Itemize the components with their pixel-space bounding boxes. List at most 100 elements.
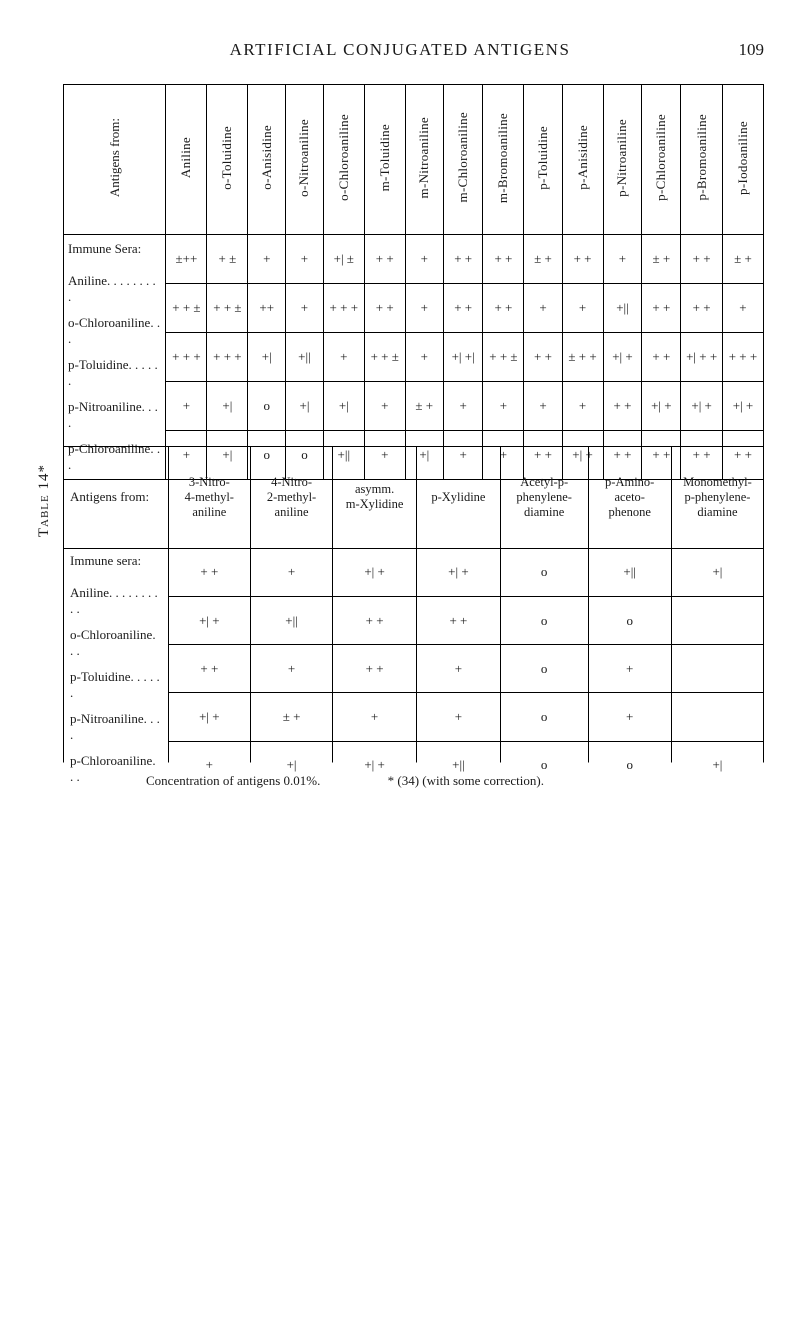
footnote-citation: * (34) (with some correction).	[388, 773, 544, 788]
table-2-cell: +| +	[168, 693, 250, 741]
table-1-col-header: p-Chloroaniline	[642, 85, 681, 235]
table-2-cell: + +	[168, 645, 250, 693]
table-1-col-header: p-Nitroaniline	[603, 85, 642, 235]
table-2-cell	[671, 597, 763, 645]
table-2-col-header: 4-Nitro-2-methyl-aniline	[250, 447, 332, 549]
table-1-cell: +| +	[722, 382, 763, 431]
table-1-data-row: ++|o+|+|+± ++++++ ++| ++| ++| +	[64, 382, 764, 431]
table-2-cell	[671, 693, 763, 741]
table-1-cell: +| +	[681, 382, 723, 431]
table-1-col-header-label: p-Anisidine	[575, 125, 591, 190]
table-1-cell: + +	[364, 235, 405, 284]
table-1-sera-heading-text: Immune Sera:	[68, 241, 161, 257]
table-1-col-header-label: Aniline	[178, 137, 194, 178]
table-2-corner-label: Antigens from:	[70, 489, 149, 504]
table-1-col-header-label: m-Nitroaniline	[416, 117, 432, 198]
table-1-col-header-label: p-Bromoaniline	[694, 114, 710, 201]
table-1-col-header: o-Anisidine	[248, 85, 286, 235]
table-1-cell: +	[286, 235, 324, 284]
table-1-sera-row: Immune Sera:Aniline. . . . . . . . .o-Ch…	[64, 235, 764, 284]
table-1-cell: +	[405, 284, 443, 333]
table-1-cell: +||	[603, 284, 642, 333]
table-2-row-label: p-Nitroaniline. . . .	[70, 711, 162, 743]
table-1: Antigens from: Aniline o-Toluidine o-Anisi…	[63, 84, 764, 447]
table-2-cell: o	[500, 693, 588, 741]
table-1-cell: + +	[483, 284, 524, 333]
table-1-col-header: o-Toluidine	[207, 85, 248, 235]
table-1-col-header: p-Toluidine	[524, 85, 562, 235]
table-1-cell: o	[248, 382, 286, 431]
table-1-cell: + + +	[323, 284, 364, 333]
table-1-col-header: m-Toluidine	[364, 85, 405, 235]
table-2-row-label: Aniline. . . . . . . . . .	[70, 585, 162, 617]
table-1-cell: ± +	[524, 235, 562, 284]
table-area: Table 14* Antigens from: Aniline o-Toluid…	[36, 84, 764, 751]
table-1-corner-label: Antigens from:	[107, 118, 123, 197]
table-1-col-header: Aniline	[166, 85, 207, 235]
tables-stack: Antigens from: Aniline o-Toluidine o-Anisi…	[63, 84, 764, 751]
table-1-col-header-label: p-Iodoaniline	[735, 121, 751, 195]
table-1-cell: + +	[642, 333, 681, 382]
table-1-cell: + +	[562, 235, 603, 284]
table-1-cell: +	[562, 284, 603, 333]
table-1-col-header-label: m-Bromoaniline	[495, 113, 511, 203]
table-2-cell: +| +	[168, 597, 250, 645]
table-1-cell: +	[248, 235, 286, 284]
table-1-cell: +	[524, 284, 562, 333]
table-1-col-header-label: p-Toluidine	[535, 126, 551, 190]
table-2-cell: +| +	[417, 548, 501, 596]
table-1-cell: +|	[323, 382, 364, 431]
table-1-cell: + +	[681, 235, 723, 284]
footnote-text: Concentration of antigens 0.01%.	[146, 773, 320, 788]
table-1-cell: +|	[207, 382, 248, 431]
table-1-cell: + + +	[166, 333, 207, 382]
table-2-cell: +||	[250, 597, 332, 645]
table-2-sera-row: Immune sera:Aniline. . . . . . . . . .o-…	[64, 548, 764, 596]
table-1-cell: +| +|	[443, 333, 483, 382]
table-1-header-row: Antigens from: Aniline o-Toluidine o-Anisi…	[64, 85, 764, 235]
table-2-cell: +|	[671, 548, 763, 596]
table-1-col-header: o-Chloroaniline	[323, 85, 364, 235]
table-2-col-header: Monomethyl-p-phenylene-diamine	[671, 447, 763, 549]
table-1-col-header-label: o-Toluidine	[219, 126, 235, 190]
table-2-cell: +| +	[333, 548, 417, 596]
table-2-cell: o	[500, 548, 588, 596]
table-1-cell: + +	[681, 284, 723, 333]
table-2-cell: + +	[168, 548, 250, 596]
table-1-col-header: m-Chloroaniline	[443, 85, 483, 235]
table-1-cell: +	[603, 235, 642, 284]
table-1-cell: +	[405, 333, 443, 382]
table-2: Antigens from: 3-Nitro-4-methyl-aniline4…	[63, 446, 764, 751]
table-1-cell: + ±	[207, 235, 248, 284]
table-2-sera-heading-text: Immune sera:	[70, 553, 162, 569]
table-1-col-header-label: o-Anisidine	[259, 125, 275, 190]
running-head: ARTIFICIAL CONJUGATED ANTIGENS 109	[36, 40, 764, 60]
table-2-cell: o	[500, 645, 588, 693]
table-2-cell: +	[250, 645, 332, 693]
table-caption-side: Table 14*	[36, 464, 53, 537]
table-2-col-header: p-Amino-aceto-phenone	[588, 447, 671, 549]
table-1-cell: +	[166, 382, 207, 431]
table-1-cell: +	[443, 382, 483, 431]
table-1-row-label: p-Toluidine. . . . . .	[68, 357, 161, 389]
table-1-cell: + +	[524, 333, 562, 382]
table-1-cell: + +	[642, 284, 681, 333]
table-1-cell: ± + +	[562, 333, 603, 382]
table-1-cell: + +	[443, 284, 483, 333]
table-2-data-row: + +++ ++o+	[64, 645, 764, 693]
table-2-cell: o	[588, 597, 671, 645]
table-1-cell: ++	[248, 284, 286, 333]
table-1-col-header: m-Bromoaniline	[483, 85, 524, 235]
table-1-col-header-label: m-Chloroaniline	[455, 112, 471, 202]
table-1-cell: +	[483, 382, 524, 431]
table-1-cell: ± +	[405, 382, 443, 431]
table-1-cell: ± +	[722, 235, 763, 284]
table-2-col-header: 3-Nitro-4-methyl-aniline	[168, 447, 250, 549]
table-1-cell: + + ±	[364, 333, 405, 382]
table-2-cell: +	[417, 693, 501, 741]
page: ARTIFICIAL CONJUGATED ANTIGENS 109 Table…	[0, 0, 800, 1335]
table-2-cell: +	[333, 693, 417, 741]
table-1-cell: + +	[443, 235, 483, 284]
table-1-cell: + + +	[722, 333, 763, 382]
table-1-col-header: m-Nitroaniline	[405, 85, 443, 235]
